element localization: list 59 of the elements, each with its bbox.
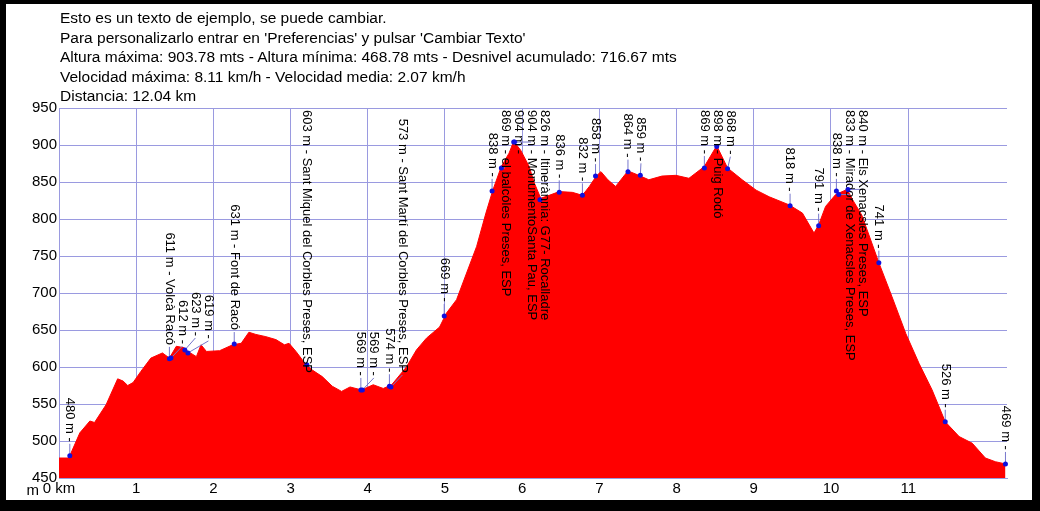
annotation: 526 m - (938, 363, 954, 408)
annotation: 669 m - (437, 257, 453, 302)
x-tick-label: 4 (363, 479, 372, 497)
x-tick-label: 11 (900, 479, 916, 497)
annotation: 904 m - MonumentoSanta Pau, ESP (524, 110, 540, 321)
annotation: 838 m - (485, 132, 501, 177)
y-tick-label: 650 (31, 320, 57, 338)
annotation: 836 m - (552, 134, 568, 179)
y-tick-label: 850 (31, 172, 57, 190)
annotation: 623 m - (188, 291, 204, 336)
annotation: 741 m - (872, 204, 888, 249)
annotation: 569 m - (354, 331, 370, 376)
annotation: 869 m - (697, 110, 713, 155)
annotation: 569 m - (367, 331, 383, 376)
annotation: 864 m - (621, 113, 637, 158)
chart-subtitle: Para personalizarlo entrar en 'Preferencias' y pulsar 'Cambiar Texto' (60, 27, 527, 47)
y-tick-label: 950 (31, 98, 57, 116)
annotation: 838 m - (829, 132, 845, 177)
annotation: 833 m - Mirador de Xenacsles Preses, ESP (842, 110, 858, 361)
text: Distancia: 12.04 km (60, 86, 198, 106)
annotation: 869 m - el balcóles Preses, ESP (498, 110, 514, 297)
y-tick-label: 800 (31, 209, 57, 227)
x-tick-label: 1 (132, 479, 141, 497)
text: Velocidad máxima: 8.11 km/h - Velocidad media: 2.07 km/h (60, 66, 467, 86)
y-tick-label: 750 (31, 246, 57, 264)
annotation: 818 m - (783, 147, 799, 192)
x-tick-label: 8 (672, 479, 681, 497)
annotation: 603 m - Sant Miquel del Corbles Preses, ESP (300, 110, 316, 374)
y-tick-label: 500 (31, 431, 57, 449)
annotation: 612 m - (175, 300, 191, 345)
annotation: 791 m - (812, 167, 828, 212)
x-tick-label: 9 (749, 479, 758, 497)
x-tick-label: 6 (518, 479, 527, 497)
x-tick-label: 2 (209, 479, 218, 497)
x-tick-label: 5 (440, 479, 450, 497)
y-tick-label: 550 (31, 394, 57, 412)
annotation: 573 m - Sant Martí del Corbles Preses, ESP (395, 118, 411, 373)
annotation: 826 m - Itinerànnia: G77- Rocalladre (537, 110, 553, 321)
annotation: 832 m - (575, 137, 591, 182)
annotation: 611 m - Volcà Racó (162, 232, 178, 345)
y-tick-label: 900 (31, 135, 57, 153)
annotation: 868 m - (723, 110, 739, 155)
annotation: 840 m - Els Xenacsles Preses, ESP (855, 110, 871, 317)
annotation: 619 m - (201, 294, 217, 339)
y-tick-label: 600 (31, 357, 57, 375)
annotation: 574 m - (382, 328, 398, 373)
x-tick-label: 3 (286, 479, 295, 497)
annotation: 859 m - (634, 117, 650, 162)
text: Altura máxima: 903.78 mts - Altura mínima: 468.78 mts - Desnivel acumulado: 716.67 mts (60, 47, 677, 67)
annotation: 469 m - (998, 405, 1014, 450)
annotation: 858 m - (588, 118, 604, 163)
x-tick-label: 7 (595, 479, 604, 497)
chart-title: Esto es un texto de ejemplo, se puede cambiar. (60, 8, 388, 28)
annotation: 480 m - (63, 397, 79, 442)
annotation: 904 m - (511, 110, 527, 155)
annotation: 898 m - Puig Rodó (710, 110, 726, 219)
x-tick-label: 10 (822, 479, 840, 497)
y-tick-label: 700 (31, 283, 57, 301)
annotation: 631 m - Font de Racó (227, 204, 243, 331)
